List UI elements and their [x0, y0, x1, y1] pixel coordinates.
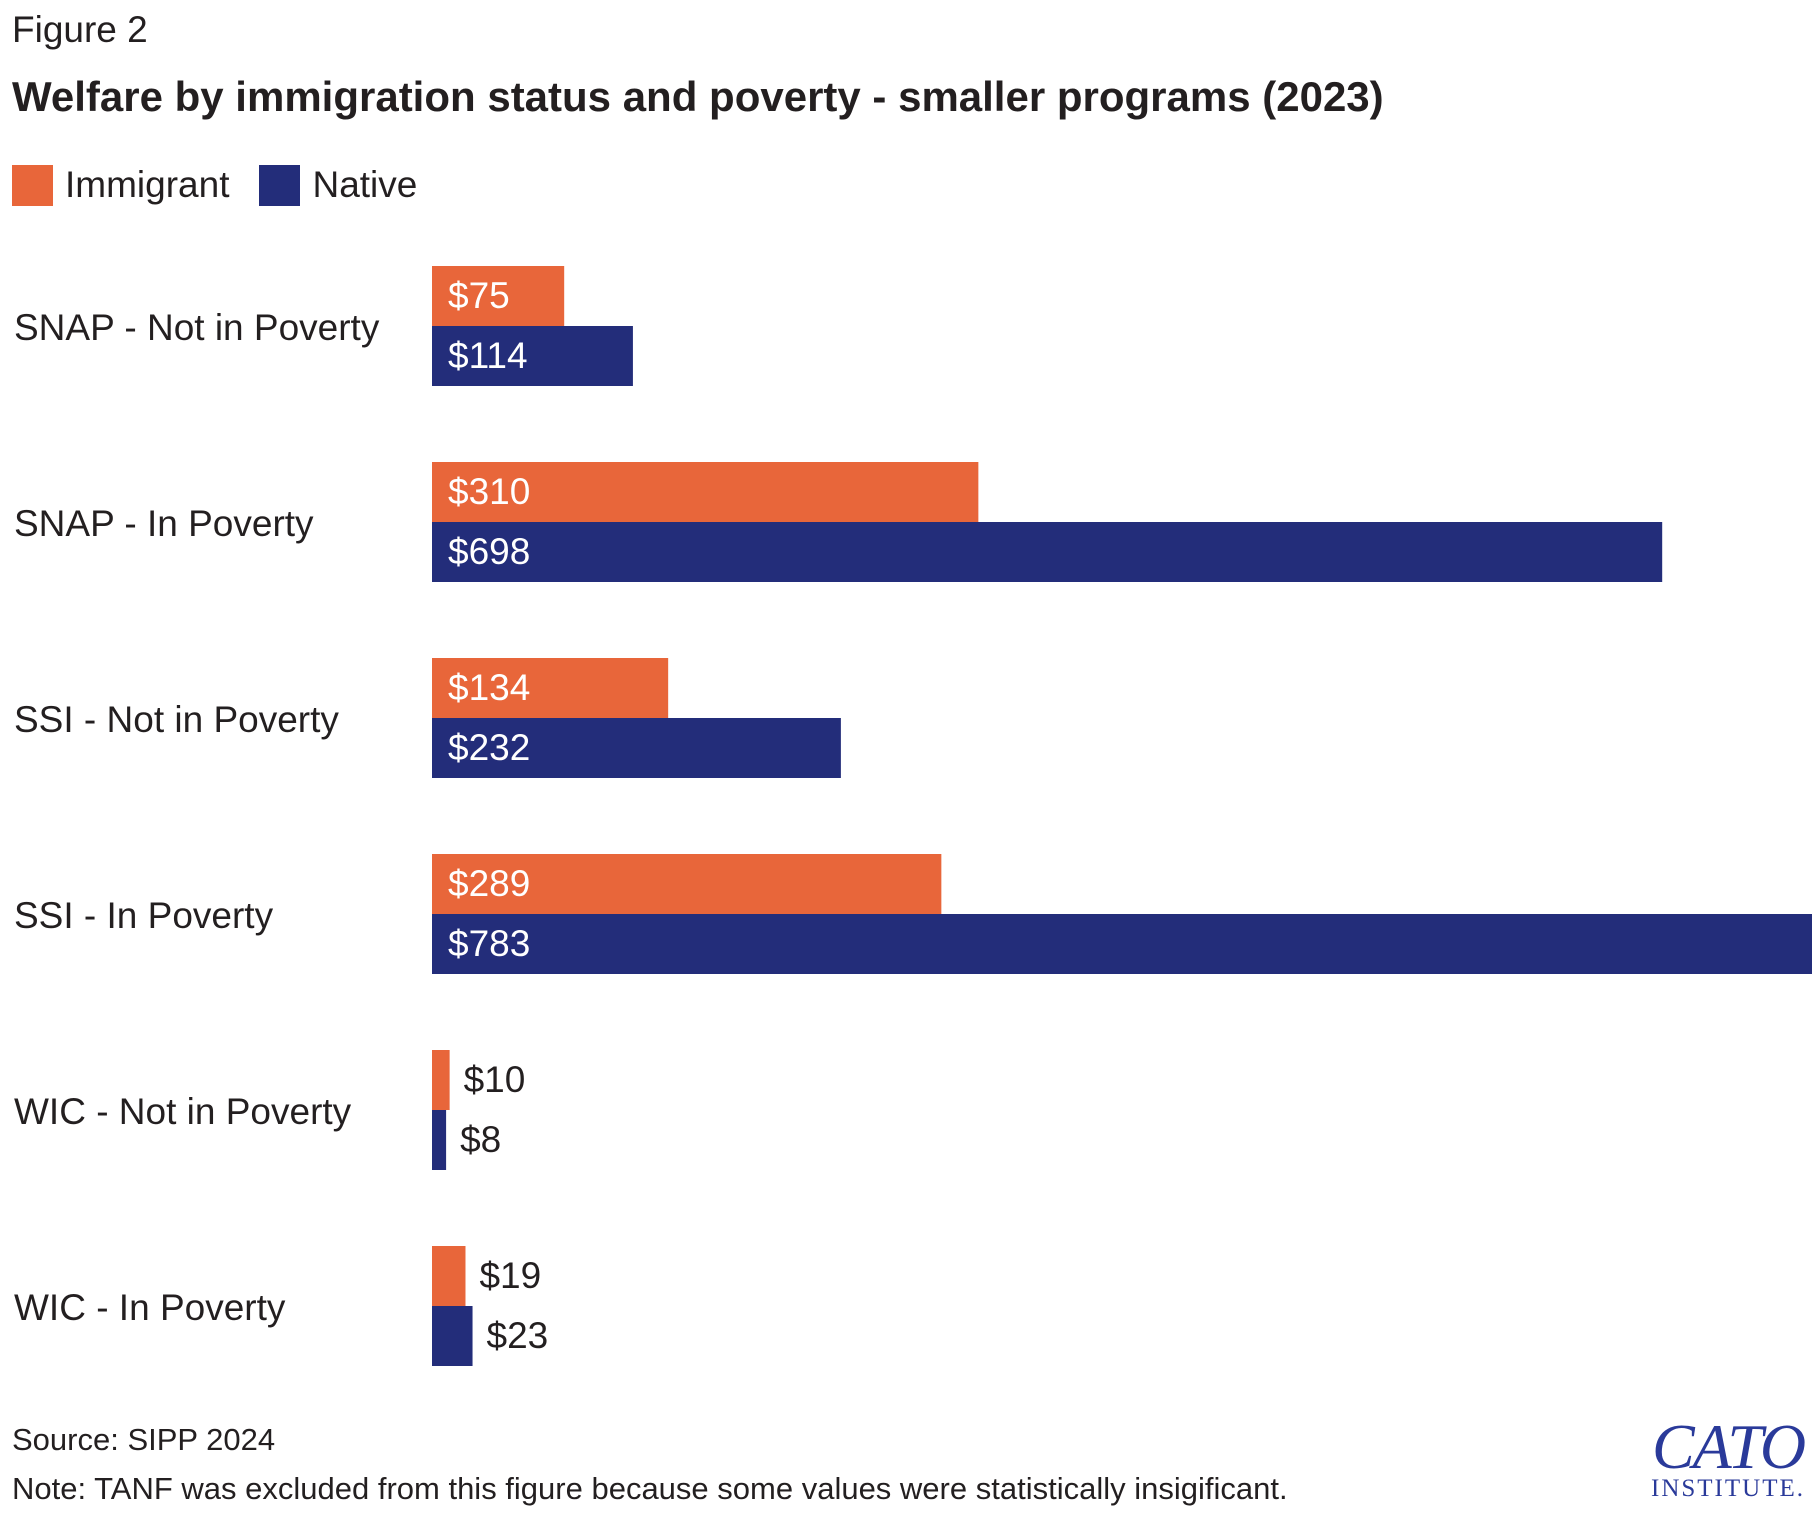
- category-label-wic-in-poverty: WIC - In Poverty: [14, 1287, 286, 1328]
- logo-main-text: CATO: [1651, 1411, 1806, 1482]
- bar-value-label-snap-not-in-poverty-immigrant: $75: [448, 275, 510, 316]
- category-label-wic-not-in-poverty: WIC - Not in Poverty: [14, 1091, 352, 1132]
- footnote: Note: TANF was excluded from this figure…: [12, 1471, 1288, 1506]
- bar-value-label-snap-in-poverty-immigrant: $310: [448, 471, 530, 512]
- bar-value-label-wic-in-poverty-native: $23: [487, 1315, 549, 1356]
- bar-ssi-in-poverty-immigrant: [432, 854, 942, 914]
- bar-value-label-wic-not-in-poverty-immigrant: $10: [464, 1059, 526, 1100]
- bar-ssi-not-in-poverty-immigrant: [432, 658, 669, 718]
- bar-ssi-in-poverty-native: [432, 914, 1812, 974]
- source-note: Source: SIPP 2024: [12, 1422, 276, 1457]
- legend-label-native: Native: [312, 164, 418, 205]
- bar-chart: SNAP - Not in Poverty $75 $114 SNAP - In Po…: [14, 266, 1812, 1366]
- category-label-ssi-in-poverty: SSI - In Poverty: [14, 895, 274, 936]
- bar-value-label-wic-not-in-poverty-native: $8: [460, 1119, 501, 1160]
- bar-snap-in-poverty-native: [432, 522, 1663, 582]
- legend-item-native: Native: [259, 162, 417, 208]
- bar-value-label-snap-not-in-poverty-native: $114: [448, 335, 528, 376]
- bar-value-label-ssi-not-in-poverty-immigrant: $134: [448, 667, 530, 708]
- bar-wic-not-in-poverty-native: [432, 1110, 447, 1170]
- category-label-ssi-not-in-poverty: SSI - Not in Poverty: [14, 699, 339, 740]
- bar-snap-not-in-poverty-immigrant: [432, 266, 565, 326]
- bar-value-label-snap-in-poverty-native: $698: [448, 531, 530, 572]
- legend-label-immigrant: Immigrant: [65, 164, 230, 205]
- legend-swatch-native: [259, 164, 301, 206]
- category-label-snap-in-poverty: SNAP - In Poverty: [14, 503, 314, 544]
- figure-label: Figure 2: [12, 9, 148, 50]
- bar-wic-not-in-poverty-immigrant: [432, 1050, 450, 1110]
- logo-sub-text: INSTITUTE.: [1651, 1475, 1805, 1502]
- chart-legend: Immigrant Native: [12, 162, 447, 208]
- bar-snap-in-poverty-immigrant: [432, 462, 979, 522]
- cato-logo: CATO INSTITUTE.: [1644, 1411, 1812, 1502]
- legend-swatch-immigrant: [12, 164, 53, 206]
- bar-ssi-not-in-poverty-native: [432, 718, 841, 778]
- bar-value-label-ssi-in-poverty-native: $783: [448, 923, 530, 964]
- category-label-snap-not-in-poverty: SNAP - Not in Poverty: [14, 307, 380, 348]
- bar-value-label-ssi-in-poverty-immigrant: $289: [448, 863, 530, 904]
- bar-snap-not-in-poverty-native: [432, 326, 633, 386]
- chart-title: Welfare by immigration status and povert…: [12, 73, 1384, 120]
- bar-value-label-wic-in-poverty-immigrant: $19: [479, 1255, 541, 1296]
- bar-wic-in-poverty-immigrant: [432, 1246, 466, 1306]
- legend-item-immigrant: Immigrant: [12, 162, 229, 208]
- bar-wic-in-poverty-native: [432, 1306, 473, 1366]
- bar-value-label-ssi-not-in-poverty-native: $232: [448, 727, 530, 768]
